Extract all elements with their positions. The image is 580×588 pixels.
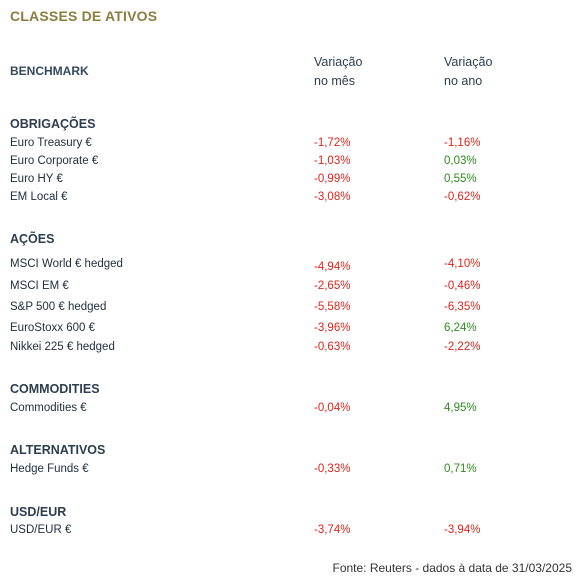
benchmark-label: Euro HY €	[10, 173, 63, 185]
year-change-value: 4,95%	[444, 402, 477, 414]
month-change-value: -1,72%	[314, 137, 351, 149]
year-change-value: 0,71%	[444, 463, 477, 475]
year-change-value: -4,10%	[444, 258, 481, 270]
year-change-value: 6,24%	[444, 322, 477, 334]
benchmark-label: EM Local €	[10, 191, 68, 203]
month-change-value: -0,63%	[314, 341, 351, 353]
month-change-value: -2,65%	[314, 280, 351, 292]
month-change-value: -3,08%	[314, 191, 351, 203]
year-change-value: -0,46%	[444, 280, 481, 292]
benchmark-label: USD/EUR €	[10, 524, 72, 536]
source-footnote: Fonte: Reuters - dados à data de 31/03/2…	[332, 561, 572, 575]
month-change-value: -0,04%	[314, 402, 351, 414]
year-change-value: -2,22%	[444, 341, 481, 353]
benchmark-header: BENCHMARK	[10, 64, 89, 78]
year-change-value: -6,35%	[444, 301, 481, 313]
month-change-value: -4,94%	[314, 261, 351, 273]
benchmark-label: S&P 500 € hedged	[10, 301, 107, 313]
year-change-header: Variação no ano	[444, 53, 492, 91]
section-heading: ALTERNATIVOS	[10, 443, 106, 457]
year-change-header-line1: Variação	[444, 55, 493, 69]
benchmark-label: Euro Treasury €	[10, 137, 92, 149]
benchmark-label: Hedge Funds €	[10, 463, 89, 475]
month-change-value: -3,74%	[314, 524, 351, 536]
year-change-value: -1,16%	[444, 137, 481, 149]
benchmark-label: Nikkei 225 € hedged	[10, 341, 115, 353]
benchmark-label: Euro Corporate €	[10, 155, 99, 167]
month-change-value: -3,96%	[314, 322, 351, 334]
benchmark-label: Commodities €	[10, 402, 87, 414]
month-change-value: -5,58%	[314, 301, 351, 313]
month-change-value: -0,99%	[314, 173, 351, 185]
year-change-value: -3,94%	[444, 524, 481, 536]
month-change-value: -0,33%	[314, 463, 351, 475]
section-heading: USD/EUR	[10, 505, 67, 519]
year-change-value: 0,55%	[444, 173, 477, 185]
benchmark-label: MSCI World € hedged	[10, 258, 123, 270]
month-change-header-line1: Variação	[314, 55, 363, 69]
year-change-header-line2: no ano	[444, 74, 483, 88]
page-title: CLASSES DE ATIVOS	[10, 8, 158, 24]
section-heading: COMMODITIES	[10, 382, 100, 396]
month-change-header-line2: no mês	[314, 74, 355, 88]
year-change-value: -0,62%	[444, 191, 481, 203]
benchmark-label: EuroStoxx 600 €	[10, 322, 96, 334]
section-heading: AÇÕES	[10, 232, 55, 246]
benchmark-label: MSCI EM €	[10, 280, 69, 292]
month-change-value: -1,03%	[314, 155, 351, 167]
month-change-header: Variação no mês	[314, 53, 362, 91]
section-heading: OBRIGAÇÕES	[10, 117, 96, 131]
year-change-value: 0,03%	[444, 155, 477, 167]
